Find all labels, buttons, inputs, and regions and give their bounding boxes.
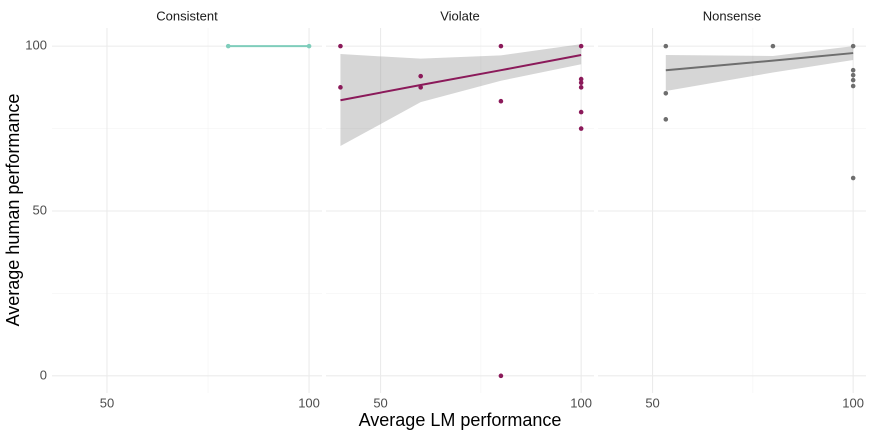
x-axis-title: Average LM performance bbox=[359, 410, 562, 430]
point bbox=[225, 43, 231, 49]
x-tick-label: 50 bbox=[100, 395, 114, 410]
point bbox=[770, 43, 776, 49]
x-tick-label: 50 bbox=[373, 395, 387, 410]
point bbox=[850, 77, 856, 83]
confidence-band bbox=[340, 44, 582, 147]
point bbox=[578, 109, 584, 115]
point bbox=[850, 43, 856, 49]
point bbox=[578, 85, 584, 90]
fit-line bbox=[340, 54, 582, 102]
point bbox=[578, 126, 584, 131]
x-tick-label: 100 bbox=[298, 395, 320, 410]
point bbox=[663, 117, 669, 122]
point bbox=[850, 67, 856, 73]
fit-line bbox=[665, 52, 854, 72]
point bbox=[663, 90, 669, 96]
panel-title: Violate bbox=[440, 8, 480, 23]
point bbox=[418, 73, 423, 79]
point bbox=[498, 373, 504, 379]
point bbox=[306, 43, 312, 49]
y-tick-label: 50 bbox=[33, 202, 47, 217]
x-tick-label: 100 bbox=[570, 395, 592, 410]
y-axis-title: Average human performance bbox=[3, 94, 23, 327]
point bbox=[418, 85, 423, 90]
point bbox=[850, 175, 856, 181]
point bbox=[850, 83, 856, 89]
point bbox=[663, 43, 669, 49]
point bbox=[338, 85, 343, 90]
point bbox=[850, 72, 856, 78]
panel-title: Nonsense bbox=[703, 8, 762, 23]
y-tick-label: 100 bbox=[25, 38, 47, 53]
point bbox=[578, 76, 584, 82]
point bbox=[498, 43, 504, 49]
x-tick-label: 50 bbox=[645, 395, 659, 410]
point bbox=[338, 43, 343, 49]
y-tick-label: 0 bbox=[40, 367, 47, 382]
point bbox=[498, 98, 504, 104]
x-tick-label: 100 bbox=[842, 395, 864, 410]
panel-title: Consistent bbox=[156, 8, 218, 23]
point bbox=[578, 43, 584, 49]
point bbox=[578, 80, 584, 86]
